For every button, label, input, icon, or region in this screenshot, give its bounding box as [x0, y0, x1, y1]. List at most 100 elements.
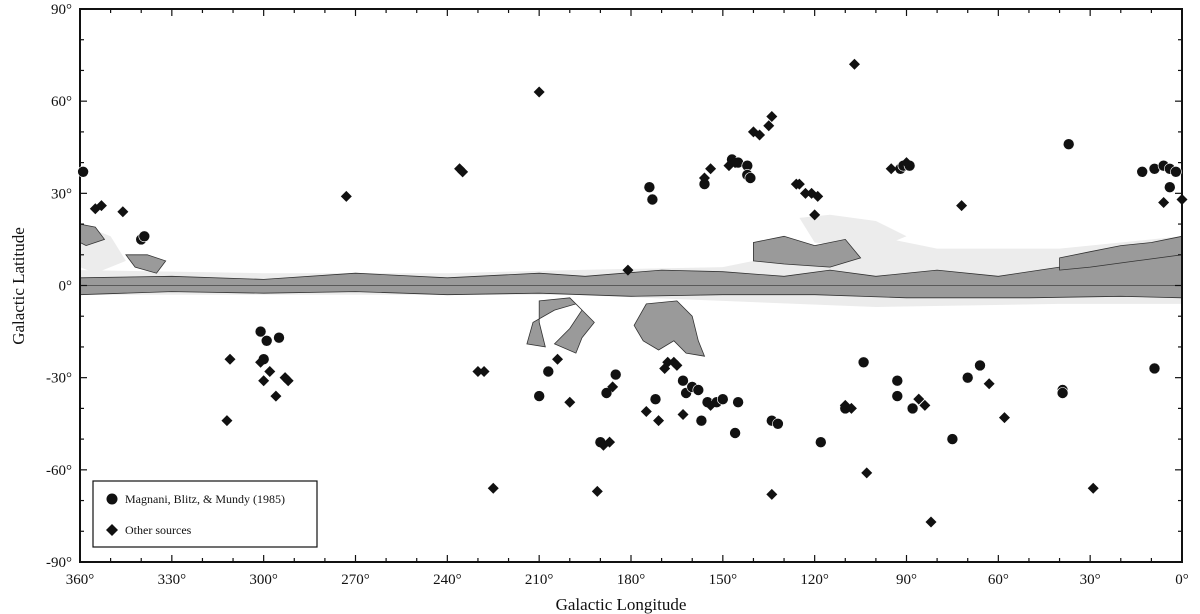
- other-source-point: [478, 366, 490, 378]
- other-source-point: [224, 353, 236, 365]
- magnani-cloud-point: [1136, 166, 1148, 178]
- other-source-point: [264, 366, 276, 378]
- other-source-point: [662, 356, 674, 368]
- other-source-point: [861, 467, 873, 479]
- magnani-cloud-point: [1062, 138, 1075, 150]
- other-source-point: [793, 178, 805, 190]
- other-source-point: [653, 415, 665, 427]
- y-tick-label-90: 90°: [51, 2, 72, 18]
- magnani-cloud-point: [609, 368, 622, 381]
- y-axis-title: Galactic Latitude: [9, 227, 28, 345]
- magnani-cloud-point: [1164, 181, 1176, 193]
- other-source-point: [919, 399, 931, 411]
- other-source-point: [766, 111, 778, 123]
- contour-orion: [633, 300, 706, 357]
- magnani-cloud-point: [542, 365, 555, 378]
- other-source-point: [925, 516, 937, 528]
- other-source-point: [729, 157, 741, 169]
- other-source-point: [640, 405, 652, 417]
- magnani-cloud-point: [716, 393, 729, 406]
- axis-ticks: [79, 8, 1183, 563]
- magnani-cloud-point: [1170, 166, 1182, 178]
- other-source-point: [677, 409, 689, 421]
- x-tick-label-90: 90°: [896, 572, 917, 588]
- other-source-point: [591, 485, 603, 497]
- x-tick-label-180: 180°: [617, 572, 646, 588]
- other-source-point: [809, 209, 821, 221]
- x-tick-label-120: 120°: [800, 572, 829, 588]
- magnani-cloud-point: [961, 371, 974, 384]
- contour-light-upper-right: [799, 214, 907, 249]
- other-source-point: [258, 375, 270, 387]
- other-source-point: [671, 359, 683, 371]
- x-tick-label-60: 60°: [988, 572, 1009, 588]
- magnani-cloud-point: [600, 387, 613, 399]
- data-points: [77, 58, 1188, 528]
- legend: Magnani, Blitz, & Mundy (1985) Other sou…: [92, 480, 318, 548]
- other-source-point: [1087, 482, 1099, 494]
- magnani-cloud-point: [273, 331, 285, 344]
- y-tick-label-minus30: -30°: [46, 371, 72, 387]
- magnani-cloud-point: [77, 166, 89, 178]
- contour-left-patch: [125, 254, 167, 274]
- magnani-cloud-point: [1056, 387, 1069, 399]
- x-tick-label-30: 30°: [1080, 572, 1101, 588]
- x-tick-label-270: 270°: [341, 572, 370, 588]
- other-source-point: [564, 396, 576, 408]
- other-source-point: [607, 381, 619, 393]
- other-source-point: [845, 402, 857, 414]
- other-source-point: [255, 356, 267, 368]
- contour-cepheus: [753, 235, 862, 268]
- other-source-point: [698, 172, 710, 184]
- magnani-cloud-point: [729, 427, 741, 439]
- magnani-cloud-point: [533, 390, 546, 402]
- magnani-cloud-point: [646, 193, 659, 206]
- magnani-cloud-point: [857, 356, 870, 369]
- y-tick-label-30: 30°: [51, 186, 72, 202]
- magnani-cloud-point: [695, 414, 708, 427]
- x-tick-label-360: 360°: [66, 572, 95, 588]
- magnani-cloud-point: [891, 374, 904, 387]
- other-source-point: [487, 482, 499, 494]
- magnani-cloud-point: [692, 384, 705, 396]
- x-tick-label-210: 210°: [525, 572, 554, 588]
- magnani-cloud-point: [138, 230, 151, 243]
- y-tick-label-minus60: -60°: [46, 463, 72, 479]
- other-source-point: [221, 415, 233, 427]
- magnani-cloud-point: [254, 325, 267, 338]
- magnani-cloud-point: [643, 181, 656, 193]
- magnani-cloud-point: [906, 402, 919, 415]
- legend-label-other: Other sources: [125, 523, 192, 537]
- contour-perseus: [526, 297, 595, 354]
- other-source-point: [956, 200, 968, 212]
- x-tick-label-330: 330°: [158, 572, 187, 588]
- other-source-point: [117, 206, 129, 218]
- legend-circle-marker: [106, 493, 118, 505]
- magnani-cloud-point: [974, 359, 986, 372]
- other-source-point: [885, 163, 897, 175]
- y-axis-tick-labels: 90° 60° 30° 0° -30° -60° -90°: [46, 2, 72, 571]
- magnani-cloud-point: [677, 374, 689, 387]
- magnani-cloud-point: [744, 172, 757, 184]
- other-source-point: [848, 58, 860, 70]
- other-source-point: [270, 390, 282, 402]
- other-source-point: [622, 264, 634, 276]
- magnani-cloud-point: [649, 393, 662, 406]
- other-source-point: [472, 366, 484, 378]
- other-source-point: [812, 190, 824, 202]
- x-tick-label-240: 240°: [433, 572, 462, 588]
- other-source-point: [457, 166, 469, 178]
- legend-label-magnani: Magnani, Blitz, & Mundy (1985): [125, 492, 285, 506]
- other-source-point: [533, 86, 545, 98]
- magnani-cloud-point: [260, 334, 273, 347]
- x-axis-title: Galactic Longitude: [556, 595, 687, 614]
- magnani-cloud-point: [772, 417, 784, 430]
- y-tick-label-60: 60°: [51, 94, 72, 110]
- other-source-point: [766, 488, 778, 500]
- other-source-point: [95, 200, 107, 212]
- other-source-point: [552, 353, 564, 365]
- other-source-point: [901, 157, 912, 169]
- magnani-cloud-point: [732, 396, 744, 409]
- x-tick-label-300: 300°: [249, 572, 278, 588]
- other-source-point: [1176, 193, 1188, 205]
